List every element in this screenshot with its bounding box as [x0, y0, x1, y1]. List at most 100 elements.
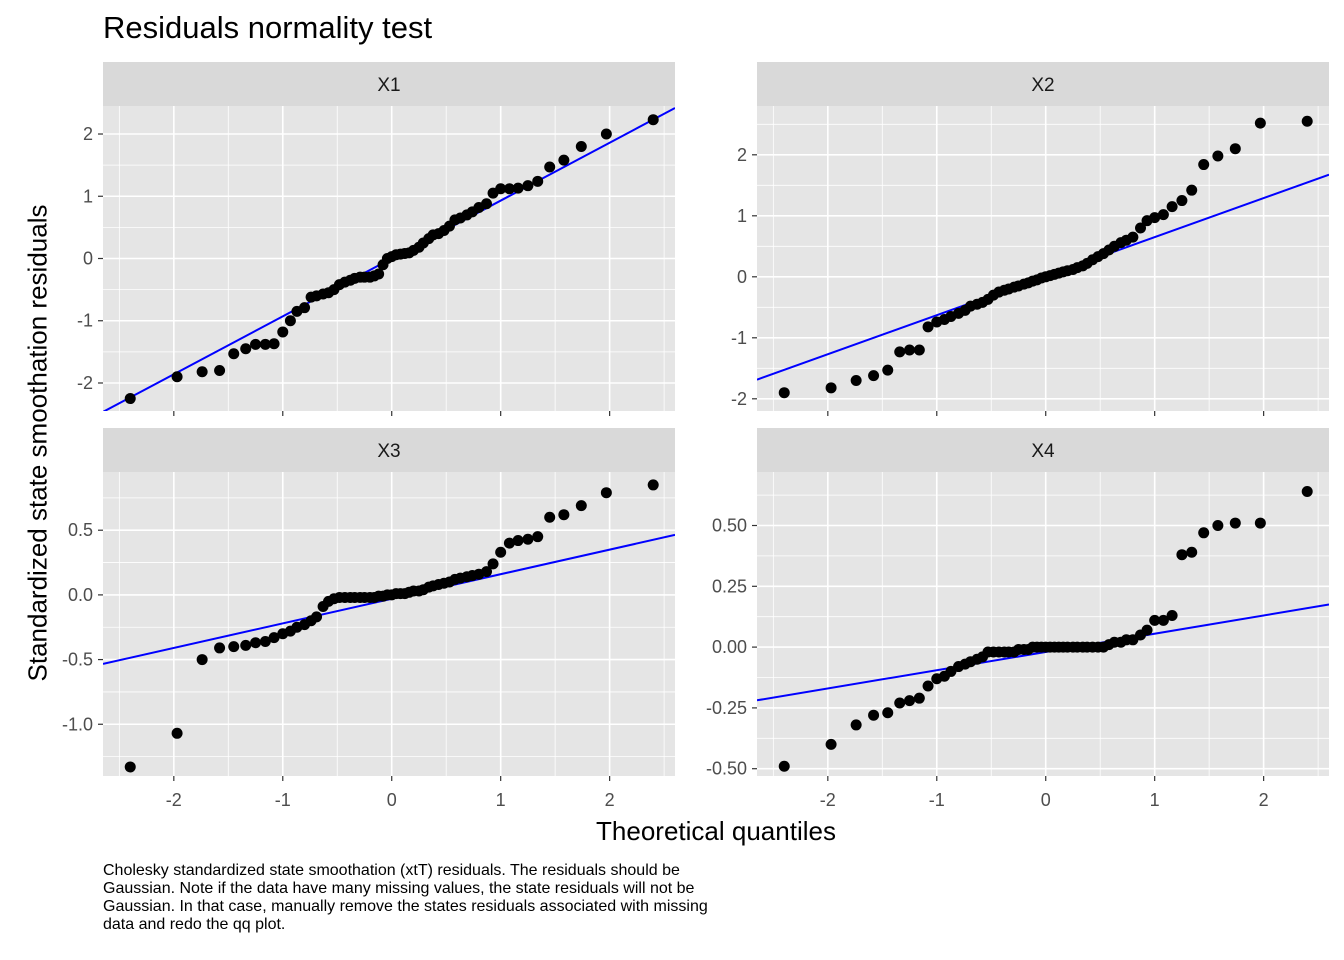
data-point: [913, 344, 925, 356]
data-point: [1149, 212, 1161, 224]
x-tick-label: 2: [1259, 790, 1269, 810]
y-tick-label: -0.5: [62, 650, 93, 670]
data-point: [1254, 117, 1266, 129]
data-point: [196, 366, 208, 378]
data-point: [850, 375, 862, 386]
panel-background: [757, 472, 1329, 776]
panel-x1: X1 -2 -1 0 1 2: [77, 62, 675, 416]
data-point: [558, 154, 570, 166]
data-point: [268, 338, 280, 350]
data-point: [532, 531, 544, 543]
data-point: [487, 558, 499, 570]
data-point: [1176, 549, 1188, 561]
data-point: [228, 641, 240, 653]
y-tick-label: -0.50: [706, 759, 747, 779]
data-point: [922, 321, 934, 333]
x-tick-label: -2: [166, 790, 182, 810]
y-tick-label: 1: [737, 206, 747, 226]
data-point: [1157, 614, 1169, 626]
y-tick-label: -2: [731, 389, 747, 409]
data-point: [512, 182, 524, 194]
data-point: [575, 500, 587, 512]
data-point: [778, 387, 790, 399]
data-point: [1149, 614, 1161, 626]
y-tick-label: 2: [737, 145, 747, 165]
y-tick-label: 0.0: [68, 585, 93, 605]
data-point: [850, 719, 862, 731]
data-point: [240, 639, 252, 651]
data-point: [1198, 159, 1210, 171]
x-tick-label: 0: [1041, 790, 1051, 810]
data-point: [922, 680, 934, 692]
data-point: [1212, 150, 1224, 162]
strip-label: X3: [377, 441, 400, 462]
y-tick-label: 0.00: [712, 637, 747, 657]
data-point: [1166, 201, 1178, 213]
data-point: [481, 566, 493, 578]
data-point: [1127, 231, 1139, 243]
panel-background: [103, 472, 675, 776]
data-point: [600, 487, 612, 499]
data-point: [250, 338, 262, 350]
x-tick-label: -1: [275, 790, 291, 810]
data-point: [214, 642, 226, 654]
data-point: [600, 128, 612, 140]
x-tick-label: 1: [496, 790, 506, 810]
data-point: [124, 761, 136, 773]
data-point: [882, 707, 894, 719]
data-point: [647, 479, 659, 491]
data-point: [904, 344, 916, 356]
data-point: [124, 393, 136, 405]
data-point: [882, 364, 894, 376]
data-point: [495, 183, 507, 195]
data-point: [259, 635, 271, 647]
y-tick-label: -1: [731, 328, 747, 348]
panel-background: [757, 106, 1329, 411]
y-tick-label: -1.0: [62, 714, 93, 734]
data-point: [1301, 485, 1313, 497]
panel-x3: X3 -1.0 -0.5 0.0 0.5 -2 -1 0 1 2: [62, 428, 675, 810]
data-point: [522, 180, 534, 192]
panel-x2: X2 -2 -1 0 1 2: [731, 62, 1329, 416]
data-point: [1301, 115, 1313, 127]
data-point: [1186, 184, 1198, 196]
y-tick-label: 2: [83, 124, 93, 144]
strip-label: X4: [1031, 441, 1055, 462]
x-tick-label: 2: [605, 790, 615, 810]
data-point: [522, 533, 534, 545]
qq-reference-line: [757, 603, 1329, 702]
data-point: [778, 760, 790, 772]
data-point: [825, 738, 837, 750]
y-tick-label: 0.25: [712, 576, 747, 596]
data-point: [250, 637, 262, 649]
data-point: [503, 183, 515, 195]
y-tick-label: 1: [83, 186, 93, 206]
strip-label: X2: [1031, 75, 1054, 96]
x-tick-label: 0: [387, 790, 397, 810]
data-point: [1141, 624, 1153, 636]
x-axis-label: Theoretical quantiles: [596, 816, 836, 846]
strip-background: [757, 428, 1329, 472]
y-tick-label: 0: [83, 249, 93, 269]
data-point: [868, 709, 880, 721]
data-point: [1135, 222, 1147, 234]
data-point: [1229, 517, 1241, 529]
data-point: [544, 161, 556, 173]
data-point: [299, 302, 311, 314]
data-point: [1254, 517, 1266, 529]
data-point: [373, 268, 385, 280]
y-tick-label: 0.5: [68, 520, 93, 540]
y-tick-label: 0: [737, 267, 747, 287]
strip-background: [103, 62, 675, 106]
x-tick-label: 1: [1150, 790, 1160, 810]
data-point: [894, 346, 906, 358]
data-point: [171, 371, 183, 383]
data-point: [495, 546, 507, 558]
data-point: [214, 365, 226, 377]
x-tick-label: -2: [820, 790, 836, 810]
data-point: [532, 175, 544, 187]
strip-label: X1: [377, 75, 400, 96]
data-point: [1229, 143, 1241, 155]
data-point: [913, 692, 925, 704]
data-point: [228, 348, 240, 360]
